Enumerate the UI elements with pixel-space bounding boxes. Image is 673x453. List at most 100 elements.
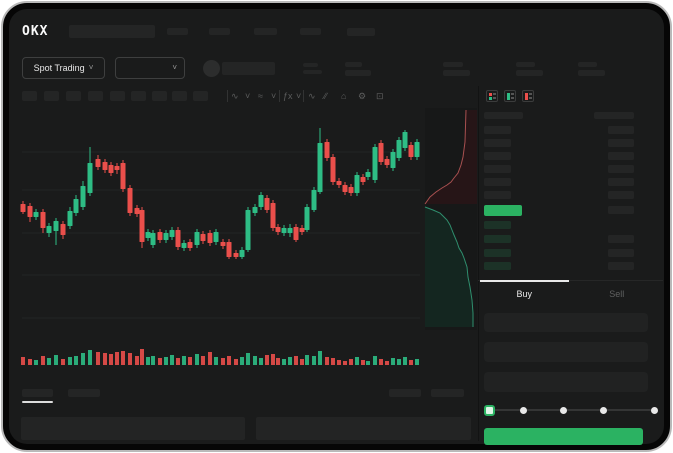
buy-submit-button[interactable]: [484, 428, 643, 445]
stat-value-placeholder: [345, 70, 371, 76]
orderbook-col-header-placeholder: [594, 112, 634, 119]
nav-placeholder: [300, 28, 321, 35]
ask-price-placeholder[interactable]: [484, 191, 511, 199]
nav-placeholder: [167, 28, 188, 35]
slider-handle[interactable]: [483, 404, 495, 416]
function-icon[interactable]: ƒx: [283, 91, 293, 101]
bid-amount-placeholder[interactable]: [608, 249, 634, 257]
bottom-panel-placeholder: [21, 417, 245, 440]
chevron-down-icon[interactable]: ˅: [245, 91, 251, 101]
toolbar-divider: [303, 90, 304, 102]
settings-icon[interactable]: ⚙: [358, 91, 367, 101]
amount-slider-track[interactable]: [489, 409, 655, 411]
timeframe-placeholder: [66, 91, 81, 101]
last-price-badge: [484, 205, 522, 216]
market-type-label: Spot Trading: [33, 63, 85, 73]
orderbook-layout-bids-icon[interactable]: [504, 90, 516, 102]
icon-accent: [488, 92, 492, 96]
pair-name-placeholder: [222, 62, 275, 75]
tab-sell-label: Sell: [609, 289, 625, 299]
timeframe-placeholder: [88, 91, 103, 101]
stat-label-placeholder: [443, 62, 463, 67]
search-placeholder: [69, 25, 155, 38]
drawing-tools-icon[interactable]: ∕∕: [324, 91, 328, 101]
ask-price-placeholder[interactable]: [484, 178, 511, 186]
bid-price-placeholder[interactable]: [484, 249, 511, 257]
stat-value-placeholder: [578, 70, 605, 76]
icon-accent: [524, 92, 528, 100]
icon-line: [511, 97, 514, 99]
indicators-icon[interactable]: ∿: [308, 91, 316, 101]
tab-buy[interactable]: Buy: [478, 280, 571, 307]
tab-sell[interactable]: Sell: [571, 281, 664, 307]
bid-price-placeholder[interactable]: [484, 235, 511, 243]
total-field-placeholder[interactable]: [484, 372, 648, 392]
timeframe-placeholder: [22, 91, 37, 101]
icon-line: [529, 93, 532, 95]
ask-price-placeholder[interactable]: [484, 152, 511, 160]
trade-side-tabs: Buy Sell: [478, 280, 663, 307]
stat-label-placeholder: [345, 62, 362, 67]
amount-field-placeholder[interactable]: [484, 342, 648, 362]
toolbar-divider: [227, 90, 228, 102]
chevron-down-icon[interactable]: ˅: [271, 91, 277, 101]
stat-value-placeholder: [443, 70, 470, 76]
ask-amount-placeholder[interactable]: [608, 126, 634, 134]
bottom-tab-placeholder: [431, 389, 464, 397]
slider-stop[interactable]: [599, 406, 607, 414]
chevron-down-icon: ˅: [172, 63, 177, 72]
chart-style-icon[interactable]: ∿: [231, 91, 239, 101]
price-field-placeholder[interactable]: [484, 313, 648, 332]
slider-stop[interactable]: [519, 406, 527, 414]
icon-accent: [506, 92, 510, 100]
coin-avatar: [203, 60, 220, 77]
orderbook-col-header-placeholder: [484, 112, 523, 119]
bottom-panel-placeholder: [256, 417, 471, 440]
ask-amount-placeholder[interactable]: [608, 165, 634, 173]
chevron-down-icon[interactable]: ˅: [296, 91, 302, 101]
ask-amount-placeholder[interactable]: [608, 178, 634, 186]
bid-price-placeholder[interactable]: [484, 221, 511, 229]
stat-label-placeholder: [578, 62, 597, 67]
price-label-placeholder: [303, 63, 318, 67]
candlestick-chart[interactable]: [12, 100, 430, 372]
orderbook-layout-asks-icon[interactable]: [522, 90, 534, 102]
timeframe-placeholder: [110, 91, 125, 101]
fullscreen-icon[interactable]: ⊡: [376, 91, 384, 101]
slider-stop[interactable]: [559, 406, 567, 414]
market-type-selector[interactable]: Spot Trading ˅: [22, 57, 105, 79]
bottom-tab-placeholder: [22, 389, 53, 397]
nav-placeholder: [347, 28, 375, 36]
bid-price-placeholder[interactable]: [484, 262, 511, 270]
snapshot-icon[interactable]: ⌂: [341, 91, 347, 101]
icon-line: [529, 97, 532, 99]
timeframe-placeholder: [44, 91, 59, 101]
ask-price-placeholder[interactable]: [484, 165, 511, 173]
pair-selector-dropdown[interactable]: ˅: [115, 57, 185, 79]
price-value-placeholder: [303, 70, 322, 74]
stat-value-placeholder: [516, 70, 543, 76]
bid-amount-placeholder[interactable]: [608, 235, 634, 243]
icon-line: [511, 93, 514, 95]
ask-price-placeholder[interactable]: [484, 139, 511, 147]
timeframe-placeholder: [193, 91, 208, 101]
ask-amount-placeholder[interactable]: [608, 191, 634, 199]
bid-amount-placeholder[interactable]: [608, 262, 634, 270]
app-surface: [9, 9, 664, 444]
depth-chart[interactable]: [424, 108, 477, 330]
ask-amount-placeholder[interactable]: [608, 139, 634, 147]
ask-price-placeholder[interactable]: [484, 126, 511, 134]
bottom-tab-placeholder: [389, 389, 421, 397]
timeframe-placeholder: [152, 91, 167, 101]
okx-logo[interactable]: OKX: [22, 24, 49, 39]
toolbar-divider: [279, 90, 280, 102]
panel-divider: [478, 86, 479, 441]
slider-stop[interactable]: [650, 406, 658, 414]
line-style-icon[interactable]: ≈: [258, 91, 263, 101]
stat-label-placeholder: [516, 62, 535, 67]
active-tab-indicator: [22, 401, 53, 403]
orderbook-layout-combined-icon[interactable]: [486, 90, 498, 102]
ask-amount-placeholder[interactable]: [608, 152, 634, 160]
timeframe-placeholder: [172, 91, 187, 101]
